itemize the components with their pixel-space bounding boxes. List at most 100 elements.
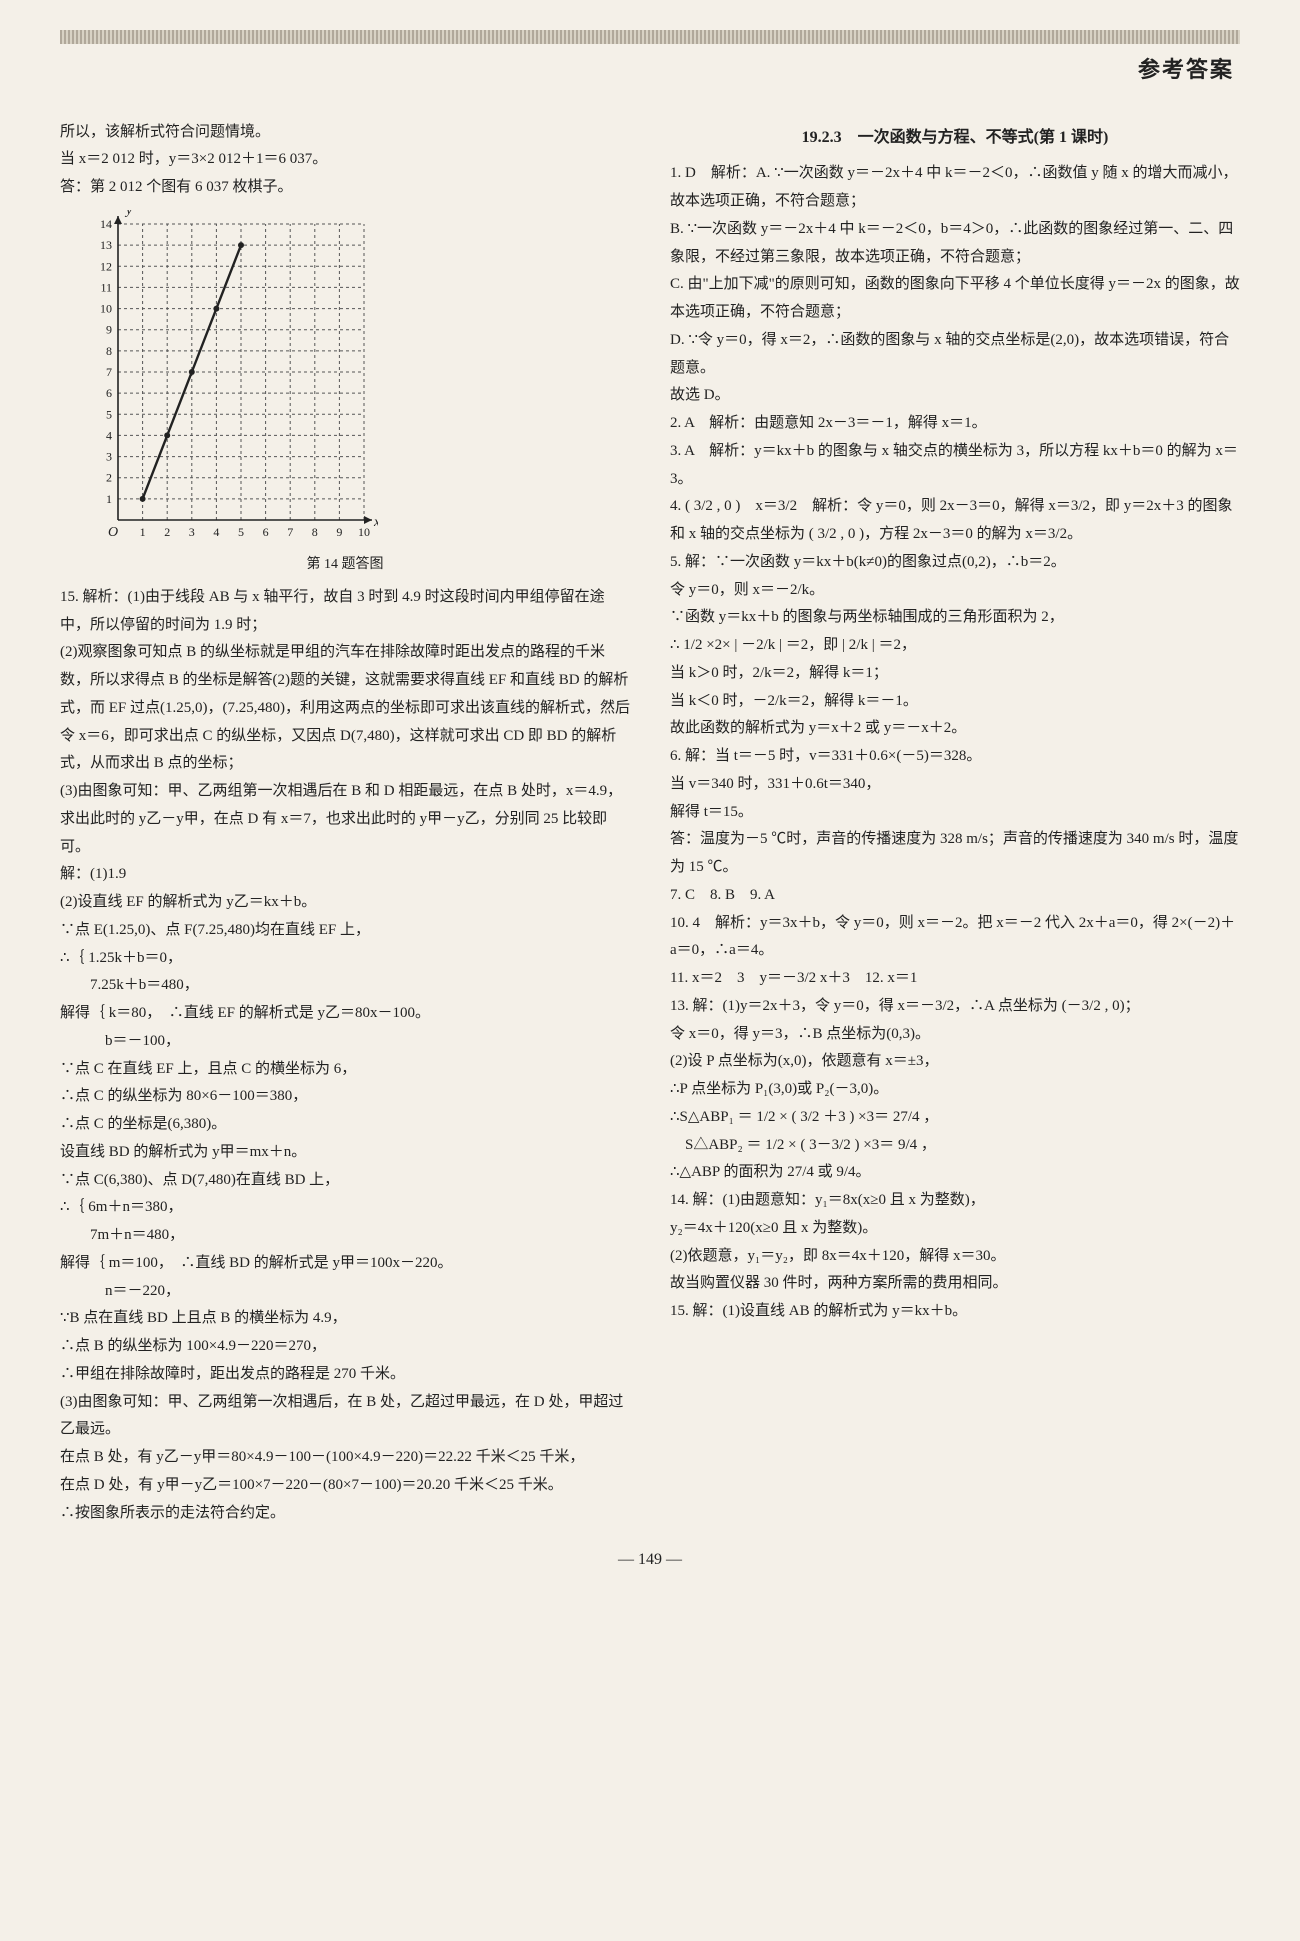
svg-text:O: O (108, 525, 118, 540)
svg-text:5: 5 (238, 525, 244, 539)
svg-text:6: 6 (106, 386, 112, 400)
body-text: S△ABP₂ ＝ 1/2 × ( 3－3/2 ) ×3＝ 9/4 ， (670, 1132, 1240, 1160)
body-text: ∴点 C 的坐标是(6,380)。 (60, 1111, 630, 1139)
left-column: 所以，该解析式符合问题情境。 当 x＝2 012 时，y＝3×2 012＋1＝6… (60, 119, 630, 1528)
body-text: 当 v＝340 时，331＋0.6t＝340， (670, 771, 1240, 799)
body-text: D. ∵令 y＝0，得 x＝2，∴函数的图象与 x 轴的交点坐标是(2,0)，故… (670, 327, 1240, 383)
svg-text:2: 2 (106, 471, 112, 485)
body-text: 解得｛ m＝100， ∴直线 BD 的解析式是 y甲＝100x－220。 (60, 1250, 630, 1278)
body-text: 故此函数的解析式为 y＝x＋2 或 y＝－x＋2。 (670, 715, 1240, 743)
body-text: 15. 解析：(1)由于线段 AB 与 x 轴平行，故自 3 时到 4.9 时这… (60, 584, 630, 640)
body-text: 令 x＝0，得 y＝3，∴B 点坐标为(0,3)。 (670, 1021, 1240, 1049)
body-text: 15. 解：(1)设直线 AB 的解析式为 y＝kx＋b。 (670, 1298, 1240, 1326)
body-text: 故当购置仪器 30 件时，两种方案所需的费用相同。 (670, 1270, 1240, 1298)
body-text: n＝－220， (60, 1278, 630, 1306)
svg-text:14: 14 (100, 217, 112, 231)
body-text: 所以，该解析式符合问题情境。 (60, 119, 630, 147)
body-text: 7.25k＋b＝480， (60, 972, 630, 1000)
svg-text:x: x (373, 515, 378, 530)
body-text: 6. 解：当 t＝－5 时，v＝331＋0.6×(－5)＝328。 (670, 743, 1240, 771)
svg-text:3: 3 (189, 525, 195, 539)
svg-text:9: 9 (106, 323, 112, 337)
body-text: 7m＋n＝480， (60, 1222, 630, 1250)
svg-text:2: 2 (164, 525, 170, 539)
body-text: ∴｛ 6m＋n＝380， (60, 1194, 630, 1222)
svg-text:11: 11 (100, 280, 112, 294)
svg-text:1: 1 (140, 525, 146, 539)
body-text: (2)设直线 EF 的解析式为 y乙＝kx＋b。 (60, 889, 630, 917)
svg-text:y: y (124, 210, 133, 218)
body-text: (3)由图象可知：甲、乙两组第一次相遇后，在 B 处，乙超过甲最远，在 D 处，… (60, 1389, 630, 1445)
body-text: C. 由"上加下减"的原则可知，函数的图象向下平移 4 个单位长度得 y＝－2x… (670, 271, 1240, 327)
body-text: 解得 t＝15。 (670, 799, 1240, 827)
chart-caption: 第 14 题答图 (60, 552, 630, 578)
body-text: 5. 解：∵一次函数 y＝kx＋b(k≠0)的图象过点(0,2)，∴b＝2。 (670, 549, 1240, 577)
body-text: 答：第 2 012 个图有 6 037 枚棋子。 (60, 174, 630, 202)
content-columns: 所以，该解析式符合问题情境。 当 x＝2 012 时，y＝3×2 012＋1＝6… (60, 119, 1240, 1528)
body-text: ∵点 E(1.25,0)、点 F(7.25,480)均在直线 EF 上， (60, 917, 630, 945)
svg-text:1: 1 (106, 492, 112, 506)
top-border (60, 30, 1240, 44)
body-text: 2. A 解析：由题意知 2x－3＝－1，解得 x＝1。 (670, 410, 1240, 438)
page: 参考答案 所以，该解析式符合问题情境。 当 x＝2 012 时，y＝3×2 01… (0, 0, 1300, 1605)
svg-text:10: 10 (100, 302, 112, 316)
body-text: ∵点 C 在直线 EF 上，且点 C 的横坐标为 6， (60, 1056, 630, 1084)
body-text: (2)观察图象可知点 B 的纵坐标就是甲组的汽车在排除故障时距出发点的路程的千米… (60, 639, 630, 778)
svg-text:10: 10 (358, 525, 370, 539)
body-text: ∴｛ 1.25k＋b＝0， (60, 945, 630, 973)
page-number: — 149 — (60, 1545, 1240, 1575)
body-text: ∴点 B 的纵坐标为 100×4.9－220＝270， (60, 1333, 630, 1361)
body-text: 当 k＞0 时，2/k＝2，解得 k＝1； (670, 660, 1240, 688)
svg-text:12: 12 (100, 259, 112, 273)
svg-text:9: 9 (336, 525, 342, 539)
body-text: ∵点 C(6,380)、点 D(7,480)在直线 BD 上， (60, 1167, 630, 1195)
body-text: 在点 D 处，有 y甲－y乙＝100×7－220－(80×7－100)＝20.2… (60, 1472, 630, 1500)
body-text: 当 k＜0 时，－2/k＝2，解得 k＝－1。 (670, 688, 1240, 716)
body-text: 故选 D。 (670, 382, 1240, 410)
body-text: 答：温度为－5 ℃时，声音的传播速度为 328 m/s；声音的传播速度为 340… (670, 826, 1240, 882)
body-text: 令 y＝0，则 x＝－2/k。 (670, 577, 1240, 605)
svg-text:3: 3 (106, 450, 112, 464)
svg-text:6: 6 (263, 525, 269, 539)
body-text: 解：(1)1.9 (60, 861, 630, 889)
svg-text:8: 8 (312, 525, 318, 539)
body-text: 14. 解：(1)由题意知：y₁＝8x(x≥0 且 x 为整数)， (670, 1187, 1240, 1215)
body-text: ∴S△ABP₁ ＝ 1/2 × ( 3/2 ＋3 ) ×3＝ 27/4 ， (670, 1104, 1240, 1132)
body-text: y₂＝4x＋120(x≥0 且 x 为整数)。 (670, 1215, 1240, 1243)
svg-text:13: 13 (100, 238, 112, 252)
svg-text:7: 7 (106, 365, 112, 379)
body-text: ∴点 C 的纵坐标为 80×6－100＝380， (60, 1083, 630, 1111)
svg-text:4: 4 (213, 525, 219, 539)
body-text: (2)设 P 点坐标为(x,0)，依题意有 x＝±3， (670, 1048, 1240, 1076)
body-text: ∴P 点坐标为 P₁(3,0)或 P₂(－3,0)。 (670, 1076, 1240, 1104)
body-text: (2)依题意，y₁＝y₂，即 8x＝4x＋120，解得 x＝30。 (670, 1243, 1240, 1271)
body-text: ∴甲组在排除故障时，距出发点的路程是 270 千米。 (60, 1361, 630, 1389)
section-title: 19.2.3 一次函数与方程、不等式(第 1 课时) (670, 123, 1240, 153)
body-text: B. ∵一次函数 y＝－2x＋4 中 k＝－2＜0，b＝4＞0，∴此函数的图象经… (670, 216, 1240, 272)
body-text: (3)由图象可知：甲、乙两组第一次相遇后在 B 和 D 相距最远，在点 B 处时… (60, 778, 630, 861)
body-text: 3. A 解析：y＝kx＋b 的图象与 x 轴交点的横坐标为 3，所以方程 kx… (670, 438, 1240, 494)
chart-container: 123456789101234567891011121314Oyx (78, 210, 630, 550)
svg-text:5: 5 (106, 407, 112, 421)
body-text: b＝－100， (60, 1028, 630, 1056)
body-text: 7. C 8. B 9. A (670, 882, 1240, 910)
body-text: 解得｛ k＝80， ∴直线 EF 的解析式是 y乙＝80x－100。 (60, 1000, 630, 1028)
body-text: 4. ( 3/2 , 0 ) x＝3/2 解析：令 y＝0，则 2x－3＝0，解… (670, 493, 1240, 549)
body-text: 1. D 解析：A. ∵一次函数 y＝－2x＋4 中 k＝－2＜0，∴函数值 y… (670, 160, 1240, 216)
body-text: 当 x＝2 012 时，y＝3×2 012＋1＝6 037。 (60, 146, 630, 174)
body-text: 10. 4 解析：y＝3x＋b，令 y＝0，则 x＝－2。把 x＝－2 代入 2… (670, 910, 1240, 966)
header-title: 参考答案 (60, 50, 1240, 91)
line-chart: 123456789101234567891011121314Oyx (78, 210, 378, 550)
svg-text:4: 4 (106, 428, 112, 442)
body-text: ∴△ABP 的面积为 27/4 或 9/4。 (670, 1159, 1240, 1187)
svg-text:7: 7 (287, 525, 293, 539)
body-text: ∵B 点在直线 BD 上且点 B 的横坐标为 4.9， (60, 1305, 630, 1333)
right-column: 19.2.3 一次函数与方程、不等式(第 1 课时) 1. D 解析：A. ∵一… (670, 119, 1240, 1528)
body-text: ∴ 1/2 ×2× | －2/k | ＝2，即 | 2/k | ＝2， (670, 632, 1240, 660)
body-text: 设直线 BD 的解析式为 y甲＝mx＋n。 (60, 1139, 630, 1167)
body-text: 11. x＝2 3 y＝－3/2 x＋3 12. x＝1 (670, 965, 1240, 993)
body-text: 13. 解：(1)y＝2x＋3，令 y＝0，得 x＝－3/2，∴A 点坐标为 (… (670, 993, 1240, 1021)
body-text: ∴按图象所表示的走法符合约定。 (60, 1500, 630, 1528)
svg-text:8: 8 (106, 344, 112, 358)
body-text: ∵函数 y＝kx＋b 的图象与两坐标轴围成的三角形面积为 2， (670, 604, 1240, 632)
